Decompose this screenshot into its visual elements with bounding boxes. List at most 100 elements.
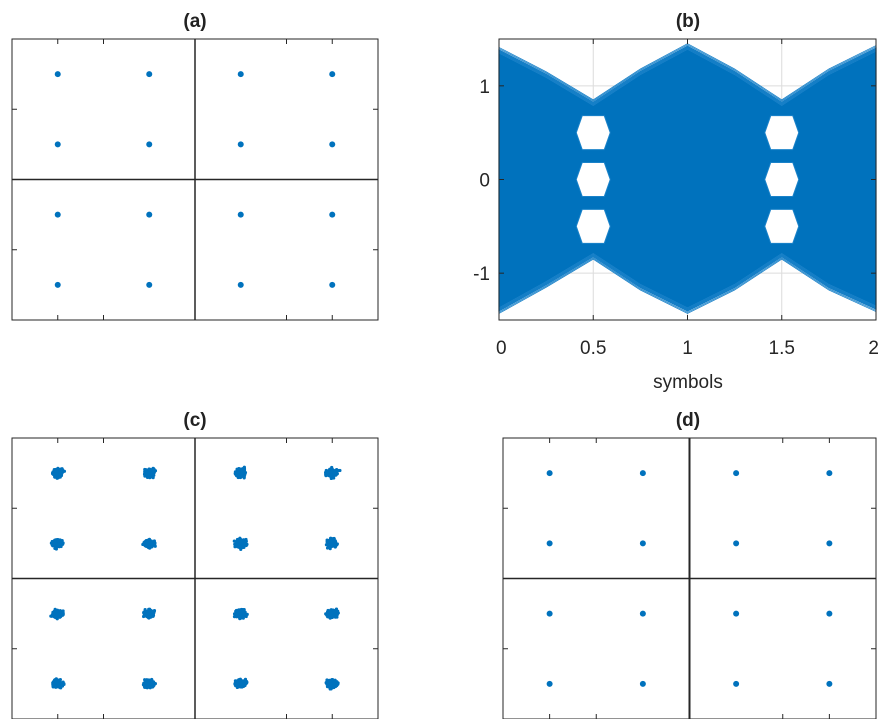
constellation-point	[146, 211, 153, 218]
sample-point	[52, 610, 56, 614]
sample-point	[327, 538, 331, 543]
sample-point	[233, 470, 238, 474]
sample-point	[53, 677, 58, 682]
point-cluster	[232, 536, 249, 551]
constellation-point	[329, 211, 336, 218]
sample-point	[236, 611, 240, 615]
x-tick-label: 1	[682, 338, 693, 359]
point-cluster	[49, 607, 65, 621]
sample-point	[332, 684, 336, 688]
sample-point	[329, 611, 333, 615]
sample-point	[53, 540, 58, 545]
sample-point	[330, 471, 335, 475]
sample-point	[55, 612, 59, 616]
sample-point	[232, 539, 236, 543]
sample-point	[332, 474, 336, 478]
x-tick-label: 2	[868, 338, 879, 359]
eye-opening	[764, 162, 800, 197]
sample-point	[329, 608, 334, 612]
sample-point	[149, 682, 153, 686]
constellation-point	[639, 540, 646, 547]
sample-point	[241, 608, 246, 612]
panel-a: (a)	[11, 11, 379, 321]
eye-opening	[764, 115, 800, 151]
point-cluster	[49, 538, 65, 551]
constellation-point	[146, 281, 153, 288]
constellation-point	[733, 610, 740, 617]
sample-point	[59, 681, 63, 685]
eye-trace	[498, 254, 877, 310]
constellation-point	[826, 540, 833, 547]
sample-point	[53, 469, 57, 473]
point-cluster	[233, 677, 249, 690]
point-cluster	[324, 677, 340, 691]
constellation-point	[237, 71, 244, 78]
sample-point	[62, 682, 66, 686]
constellation-point	[733, 470, 740, 477]
eye-trace	[498, 45, 877, 103]
eye-trace	[498, 256, 877, 312]
sample-point	[326, 615, 330, 619]
panel-b: (b) symbols 0 0.5 1 1.5 2 1 0 -1	[473, 11, 879, 393]
x-tick-label: 1.5	[769, 338, 795, 359]
sample-point	[242, 474, 246, 479]
sample-point	[329, 543, 333, 547]
sample-point	[325, 543, 329, 547]
sample-point	[56, 540, 60, 544]
point-cluster	[324, 607, 340, 620]
sample-point	[241, 682, 245, 686]
constellation-point	[639, 470, 646, 477]
sample-point	[148, 475, 153, 479]
sample-point	[143, 472, 147, 477]
sample-point	[336, 468, 340, 473]
point-cluster	[141, 607, 157, 620]
sample-point	[331, 540, 335, 545]
eye-trace	[498, 47, 877, 105]
panel-d: (d)	[502, 410, 877, 719]
constellation-point	[329, 141, 336, 148]
sample-point	[237, 467, 241, 471]
sample-point	[335, 543, 339, 547]
panel-c: (c)	[11, 410, 379, 719]
x-tick-label: 0	[496, 338, 507, 359]
sample-point	[233, 682, 237, 687]
sample-point	[54, 680, 59, 685]
sample-point	[238, 540, 242, 545]
x-tick-label: 0.5	[580, 338, 606, 359]
constellation-point	[146, 141, 153, 148]
sample-point	[57, 614, 61, 618]
y-tick-label: -1	[473, 264, 490, 285]
sample-point	[58, 609, 62, 614]
sample-point	[235, 685, 239, 690]
sample-point	[58, 474, 62, 478]
eye-opening	[764, 208, 800, 244]
constellation-point	[329, 71, 336, 78]
point-cluster	[324, 536, 339, 551]
sample-point	[234, 473, 239, 477]
eye-trace	[498, 253, 877, 309]
constellation-point	[639, 680, 646, 687]
constellation-point	[54, 211, 61, 218]
y-tick-label: 1	[479, 77, 490, 98]
constellation-point	[826, 470, 833, 477]
sample-point	[145, 682, 150, 687]
eye-opening	[575, 208, 611, 244]
sample-point	[242, 545, 246, 549]
sample-point	[244, 539, 248, 543]
sample-point	[150, 677, 154, 682]
sample-point	[330, 677, 334, 682]
point-cluster	[142, 466, 158, 480]
constellation-point	[826, 610, 833, 617]
point-cluster	[50, 466, 67, 480]
sample-point	[145, 538, 149, 543]
sample-point	[237, 470, 241, 474]
constellation-point	[54, 141, 61, 148]
constellation-point	[639, 610, 646, 617]
panel-d-title: (d)	[676, 410, 700, 431]
point-cluster	[141, 677, 157, 690]
constellation-point	[329, 281, 336, 288]
panel-b-title: (b)	[676, 11, 700, 32]
sample-point	[236, 682, 240, 686]
sample-point	[243, 612, 247, 617]
